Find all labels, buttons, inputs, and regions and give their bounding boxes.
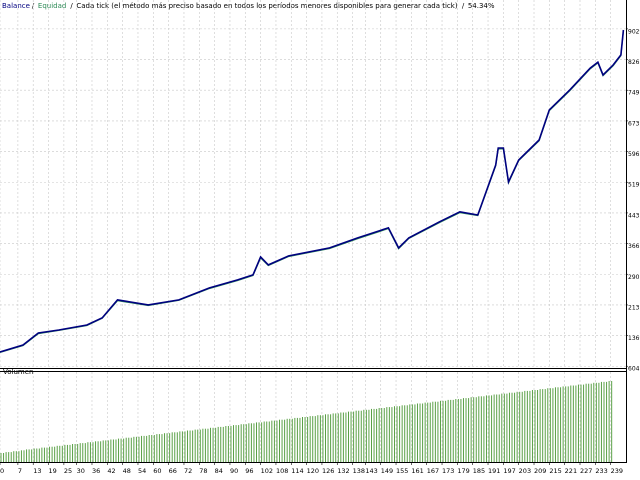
legend-separator: / bbox=[70, 2, 73, 10]
x-tick-label: 132 bbox=[337, 467, 349, 475]
y-tick-label: 2901 bbox=[628, 274, 640, 281]
x-tick-label: 126 bbox=[322, 467, 334, 475]
y-tick-label: 2135 bbox=[628, 304, 640, 311]
y-tick-label: 7497 bbox=[628, 90, 640, 97]
legend-equity: Equidad bbox=[38, 2, 66, 10]
x-tick-label: 90 bbox=[230, 467, 238, 475]
x-tick-label: 54 bbox=[138, 467, 146, 475]
x-tick-label: 185 bbox=[473, 467, 485, 475]
y-tick-label: 604 bbox=[628, 366, 640, 373]
x-tick-label: 48 bbox=[123, 467, 131, 475]
x-tick-label: 7 bbox=[18, 467, 22, 475]
x-tick-label: 161 bbox=[411, 467, 423, 475]
x-tick-label: 191 bbox=[488, 467, 500, 475]
x-tick-label: 179 bbox=[457, 467, 469, 475]
x-tick-label: 72 bbox=[184, 467, 192, 475]
x-tick-label: 149 bbox=[381, 467, 393, 475]
x-tick-label: 60 bbox=[153, 467, 161, 475]
x-tick-label: 233 bbox=[595, 467, 607, 475]
y-tick-label: 8263 bbox=[628, 59, 640, 66]
x-tick-label: 221 bbox=[565, 467, 577, 475]
x-tick-label: 96 bbox=[245, 467, 253, 475]
x-tick-label: 102 bbox=[261, 467, 273, 475]
x-tick-label: 143 bbox=[365, 467, 377, 475]
y-tick-label: 5199 bbox=[628, 182, 640, 189]
x-tick-label: 155 bbox=[396, 467, 408, 475]
y-tick-label: 6731 bbox=[628, 120, 640, 127]
x-tick-label: 66 bbox=[169, 467, 177, 475]
legend-annotation: 54.34% bbox=[468, 2, 495, 10]
x-tick-label: 215 bbox=[549, 467, 561, 475]
x-tick-label: 114 bbox=[291, 467, 303, 475]
legend-separator: / bbox=[462, 2, 465, 10]
y-tick-label: 5965 bbox=[628, 151, 640, 158]
y-tick-label: 3667 bbox=[628, 243, 640, 250]
x-tick-label: 36 bbox=[92, 467, 100, 475]
x-tick-label: 203 bbox=[519, 467, 531, 475]
y-tick-label: 9029 bbox=[628, 28, 640, 35]
x-tick-label: 239 bbox=[611, 467, 623, 475]
x-tick-label: 78 bbox=[199, 467, 207, 475]
legend-balance: Balance bbox=[2, 2, 30, 10]
x-tick-label: 173 bbox=[442, 467, 454, 475]
legend-subtitle: Cada tick (el método más preciso basado … bbox=[76, 2, 457, 10]
x-tick-label: 13 bbox=[33, 467, 41, 475]
y-tick-label: 4433 bbox=[628, 212, 640, 219]
x-tick-label: 108 bbox=[276, 467, 288, 475]
x-tick-label: 0 bbox=[0, 467, 4, 475]
x-tick-label: 167 bbox=[427, 467, 439, 475]
x-tick-label: 42 bbox=[107, 467, 115, 475]
x-tick-label: 197 bbox=[503, 467, 515, 475]
x-tick-label: 30 bbox=[77, 467, 85, 475]
y-tick-label: 1369 bbox=[628, 335, 640, 342]
x-tick-label: 209 bbox=[534, 467, 546, 475]
x-tick-label: 120 bbox=[307, 467, 319, 475]
x-tick-label: 227 bbox=[580, 467, 592, 475]
x-tick-label: 19 bbox=[49, 467, 57, 475]
x-tick-label: 25 bbox=[64, 467, 72, 475]
series-line bbox=[0, 29, 625, 353]
x-tick-label: 84 bbox=[215, 467, 223, 475]
x-tick-label: 138 bbox=[353, 467, 365, 475]
